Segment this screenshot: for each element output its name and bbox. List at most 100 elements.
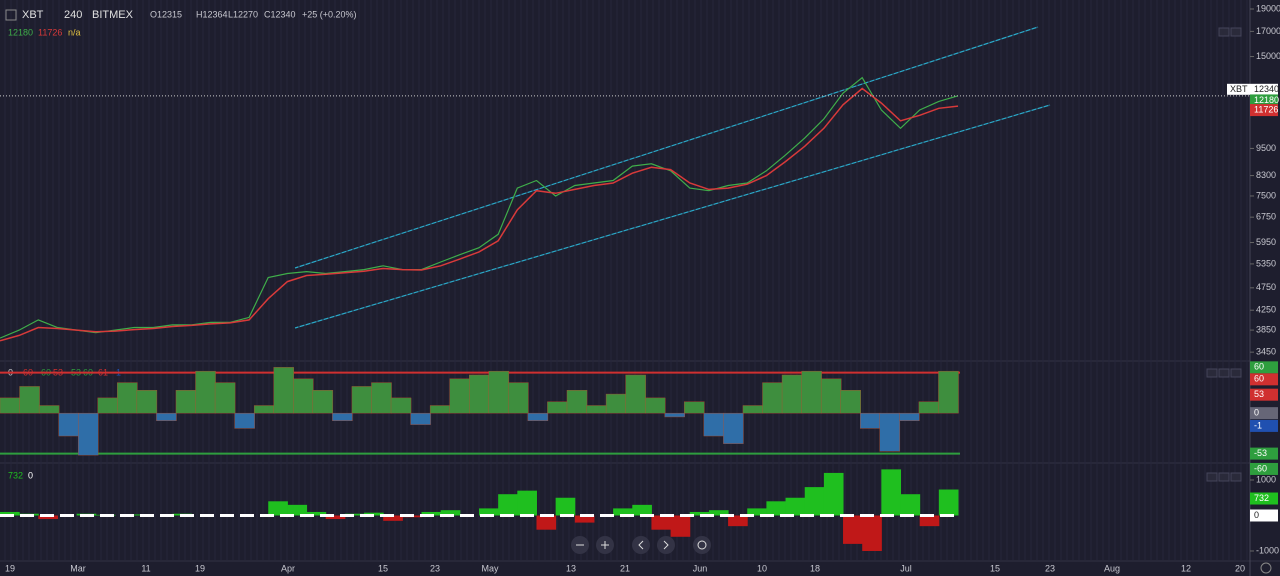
- hist-bar: [766, 501, 787, 516]
- hist-bar: [536, 515, 557, 530]
- osc-bar: [879, 412, 901, 452]
- price-tag-label: 11726: [1254, 104, 1278, 114]
- x-tick-label: 19: [5, 563, 15, 573]
- x-tick-label: 21: [620, 563, 630, 573]
- pane-down[interactable]: [1218, 27, 1230, 37]
- y-tick-label: 7500: [1256, 190, 1276, 200]
- y-tick-label: 3850: [1256, 324, 1276, 334]
- price-tag: [1250, 407, 1278, 420]
- y-tick-label: 5950: [1256, 237, 1276, 247]
- hist-bar: [670, 515, 691, 537]
- hist-bar: [287, 504, 308, 516]
- y-tick-label: 19000: [1256, 3, 1280, 13]
- osc-bar: [38, 405, 60, 414]
- price-tag: [1250, 94, 1278, 107]
- hist-bar: [498, 494, 518, 516]
- osc-bar: [175, 390, 197, 414]
- osc-bar: [781, 374, 803, 414]
- osc-bar: [801, 370, 822, 414]
- osc-bar: [938, 370, 959, 414]
- scroll-right[interactable]: [657, 536, 675, 554]
- pane-down[interactable]: [1218, 368, 1230, 378]
- hist-bar: [785, 497, 806, 516]
- osc-bar: [136, 390, 158, 414]
- symbol: XBT: [22, 9, 44, 21]
- osc-bar: [429, 405, 451, 414]
- pane-controls: [1206, 27, 1242, 482]
- na: n/a: [68, 27, 81, 37]
- reset[interactable]: [693, 536, 711, 554]
- y-tick-label: 4250: [1256, 305, 1276, 315]
- y-tick-label: 15000: [1256, 51, 1280, 61]
- y-tick-label: 4750: [1256, 282, 1276, 292]
- osc-bar: [195, 370, 216, 414]
- y-tick-label: 8300: [1256, 170, 1276, 180]
- osc-bar: [918, 401, 940, 414]
- x-tick-label: 13: [566, 563, 576, 573]
- hist-bar: [268, 501, 288, 516]
- osc-bar: [273, 367, 294, 414]
- price-tag-label: 60: [1254, 362, 1264, 372]
- settings[interactable]: [1260, 562, 1272, 574]
- osc-bar: [566, 390, 588, 414]
- symbol-tag-label: XBT: [1230, 84, 1248, 94]
- price-tag-label: 12180: [1254, 95, 1279, 105]
- pane-close[interactable]: [1230, 27, 1242, 37]
- exchange[interactable]: BITMEX: [92, 9, 134, 21]
- osc-bar: [156, 412, 177, 421]
- collapse-button[interactable]: [5, 9, 17, 21]
- x-tick-label: 15: [378, 563, 388, 573]
- hist-legend: 0: [28, 470, 33, 480]
- price-tag-label: 732: [1254, 493, 1269, 503]
- osc-bar: [371, 382, 392, 414]
- osc-bar: [469, 374, 490, 414]
- osc-bar: [410, 412, 431, 425]
- hist-bar: [938, 489, 959, 516]
- hist-bar: [804, 487, 825, 516]
- pane-down[interactable]: [1218, 472, 1230, 482]
- pane-up[interactable]: [1206, 368, 1218, 378]
- osc-bar: [78, 412, 99, 456]
- pane-up[interactable]: [1206, 472, 1218, 482]
- icon: [601, 541, 609, 549]
- osc-bar: [449, 378, 470, 414]
- price-tag-label: 60: [1254, 374, 1264, 384]
- hist-bar: [919, 515, 940, 527]
- x-tick-label: 18: [810, 563, 820, 573]
- pane-close[interactable]: [1230, 368, 1242, 378]
- osc-bar: [508, 382, 529, 414]
- ma-fast: 12180: [8, 27, 33, 37]
- icon: [697, 540, 707, 550]
- hist-bar: [574, 515, 595, 523]
- hist-bar: [728, 515, 748, 527]
- scroll-left[interactable]: [632, 536, 650, 554]
- y-tick-label: 1000: [1256, 474, 1276, 484]
- hist-bar: [823, 472, 844, 516]
- osc-bar: [820, 378, 842, 414]
- x-tick-label: 12: [1181, 563, 1191, 573]
- hist-bar: [0, 511, 20, 516]
- osc-bar: [703, 412, 725, 437]
- price-tag: [1250, 388, 1278, 401]
- pane-close[interactable]: [1230, 472, 1242, 482]
- osc-bar: [234, 412, 255, 429]
- price-tag: [1250, 447, 1278, 460]
- icon: [638, 540, 644, 550]
- price-tag: [1250, 509, 1278, 522]
- icon: [663, 540, 669, 550]
- x-tick-label: 19: [195, 563, 205, 573]
- osc-bar: [332, 412, 353, 421]
- x-tick-label: Jul: [900, 563, 912, 573]
- price-tag-label: -53: [1254, 448, 1267, 458]
- osc-bar: [351, 386, 373, 414]
- x-tick-label: 23: [1045, 563, 1055, 573]
- y-tick-label: 3450: [1256, 347, 1276, 357]
- price-tag: [1250, 419, 1278, 432]
- close: C12340: [264, 9, 296, 19]
- hist-bar: [517, 490, 537, 516]
- y-tick-label: -1000: [1256, 545, 1279, 555]
- nav-toolbar: [571, 536, 711, 554]
